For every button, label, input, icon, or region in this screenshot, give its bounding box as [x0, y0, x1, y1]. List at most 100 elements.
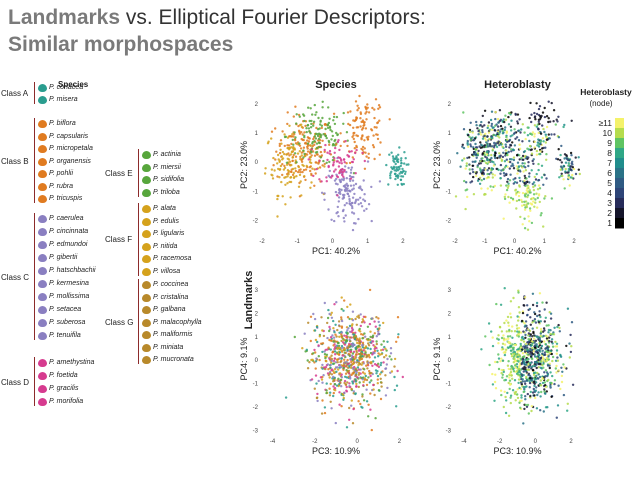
data-point — [290, 142, 293, 146]
data-point — [511, 343, 514, 346]
data-point — [352, 126, 355, 129]
data-point — [535, 112, 539, 116]
data-point — [536, 393, 539, 397]
data-point — [504, 164, 508, 167]
data-point — [493, 184, 497, 188]
data-point — [341, 354, 344, 357]
data-point — [289, 135, 292, 138]
data-point — [401, 170, 405, 173]
data-point — [325, 389, 328, 392]
data-point — [403, 172, 407, 176]
data-point — [373, 345, 377, 348]
data-point — [522, 165, 526, 168]
data-point — [367, 415, 370, 418]
data-point — [372, 388, 375, 391]
data-point — [396, 336, 400, 339]
data-point — [359, 324, 362, 328]
data-point — [531, 303, 535, 307]
data-point — [485, 139, 488, 142]
data-point — [362, 121, 366, 125]
data-point — [509, 316, 513, 319]
data-point — [469, 143, 472, 146]
data-point — [319, 376, 323, 379]
data-point — [521, 380, 524, 383]
data-point — [505, 330, 508, 333]
data-point — [567, 162, 570, 165]
data-point — [332, 391, 335, 395]
data-point — [556, 404, 560, 407]
data-point — [357, 385, 360, 389]
data-point — [545, 350, 548, 353]
data-point — [344, 372, 348, 375]
data-point — [477, 129, 480, 133]
data-point — [527, 215, 530, 218]
data-point — [540, 344, 544, 348]
data-point — [294, 167, 297, 170]
data-point — [364, 351, 367, 354]
data-point — [505, 172, 508, 176]
data-point — [342, 196, 346, 199]
data-point — [514, 188, 518, 191]
data-point — [507, 414, 511, 417]
data-point — [518, 371, 522, 374]
data-point — [511, 389, 515, 392]
y-tick-label: 1 — [255, 131, 259, 137]
data-point — [560, 172, 563, 175]
data-point — [526, 195, 529, 199]
data-point — [522, 355, 525, 358]
data-point — [497, 140, 500, 143]
data-point — [385, 163, 388, 167]
data-point — [292, 135, 295, 138]
data-point — [330, 373, 334, 376]
data-point — [498, 130, 502, 133]
data-point — [529, 361, 532, 365]
data-point — [465, 181, 468, 184]
data-point — [324, 127, 327, 131]
data-point — [397, 333, 400, 336]
data-point — [315, 357, 318, 360]
data-point — [563, 157, 566, 160]
data-point — [472, 153, 475, 156]
data-point — [513, 144, 517, 147]
data-point — [525, 361, 529, 364]
data-point — [335, 351, 339, 354]
data-point — [538, 200, 541, 204]
data-point — [540, 360, 543, 363]
data-point — [494, 360, 497, 364]
data-point — [569, 350, 573, 354]
leaf-shape-icon — [142, 306, 151, 314]
data-point — [548, 366, 551, 370]
y-tick-label: -2 — [446, 218, 452, 224]
data-point — [520, 377, 523, 381]
data-point — [535, 343, 538, 346]
data-point — [463, 157, 466, 160]
data-point — [277, 194, 280, 198]
data-point — [279, 164, 283, 168]
data-point — [352, 158, 355, 161]
data-point — [480, 348, 483, 351]
legend-species-name: P. sidifolia — [153, 176, 185, 183]
data-point — [398, 172, 401, 175]
data-point — [284, 183, 287, 186]
data-point — [530, 367, 533, 370]
legend-class-label: Class C — [1, 272, 30, 282]
data-point — [483, 153, 486, 157]
data-point — [331, 368, 334, 371]
data-point — [506, 391, 509, 395]
data-point — [541, 124, 544, 127]
leaf-shape-icon — [38, 84, 47, 92]
data-point — [375, 316, 378, 319]
data-point — [492, 164, 496, 167]
data-point — [562, 164, 565, 168]
data-point — [533, 111, 536, 115]
data-point — [523, 227, 527, 230]
data-point — [371, 340, 375, 343]
data-point — [349, 203, 352, 207]
data-point — [371, 335, 374, 339]
data-point — [332, 170, 336, 173]
data-point — [328, 325, 331, 329]
data-point — [284, 396, 288, 399]
data-point — [566, 307, 570, 310]
data-point — [326, 158, 329, 162]
leaf-shape-icon — [38, 293, 47, 301]
